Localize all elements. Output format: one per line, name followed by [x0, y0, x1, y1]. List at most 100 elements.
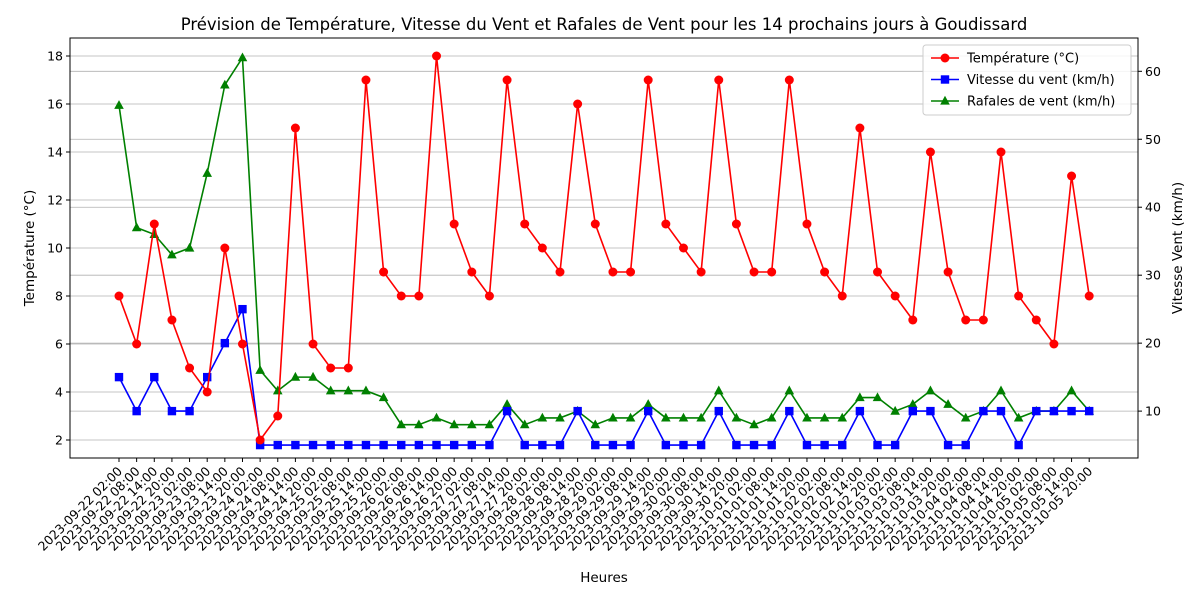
data-point: [326, 363, 336, 373]
right-y-axis: 10 20 30 40 50 60: [1138, 64, 1161, 419]
data-point: [943, 267, 953, 277]
y-tick-label: 10: [47, 241, 63, 256]
data-point: [940, 95, 950, 105]
series-line: [118, 55, 1090, 442]
x-axis-label: Heures: [580, 570, 628, 586]
data-point: [1085, 406, 1094, 416]
chart-title: Prévision de Température, Vitesse du Ven…: [181, 15, 1028, 34]
data-point: [308, 440, 318, 450]
data-point: [608, 440, 618, 450]
data-point: [943, 440, 953, 450]
data-point: [379, 267, 389, 277]
y-tick-label: 60: [1145, 64, 1161, 79]
data-point: [573, 99, 583, 109]
data-point: [767, 440, 776, 450]
data-point: [979, 406, 988, 416]
data-point: [273, 411, 283, 421]
data-point: [749, 267, 759, 277]
data-point: [131, 222, 142, 232]
data-point: [732, 440, 741, 450]
data-point: [661, 412, 671, 422]
data-point: [291, 440, 300, 450]
data-point: [167, 249, 177, 259]
data-point: [167, 315, 177, 325]
data-point: [943, 399, 953, 408]
data-point: [397, 440, 406, 450]
y-tick-label: 30: [1145, 268, 1161, 283]
y-tick-label: 16: [47, 97, 63, 112]
data-point: [626, 267, 636, 277]
data-point: [255, 365, 265, 374]
data-point: [220, 338, 230, 348]
data-point: [308, 339, 318, 349]
series-2: [114, 52, 1094, 429]
data-point: [1049, 406, 1059, 416]
data-point: [150, 372, 159, 382]
legend-label: Vitesse du vent (km/h): [967, 73, 1115, 88]
data-point: [449, 440, 459, 450]
data-point: [996, 147, 1006, 157]
data-point: [890, 291, 900, 301]
data-point: [766, 412, 777, 422]
data-point: [873, 267, 883, 277]
data-point: [837, 291, 847, 301]
data-point: [802, 219, 812, 229]
data-point: [608, 267, 618, 277]
data-point: [202, 168, 212, 177]
data-point: [114, 372, 124, 382]
data-point: [343, 363, 353, 373]
data-point: [237, 339, 247, 349]
data-point: [344, 440, 353, 450]
data-point: [925, 385, 936, 395]
data-point: [290, 123, 300, 133]
data-point: [326, 440, 335, 450]
data-point: [590, 419, 601, 429]
data-point: [149, 219, 159, 229]
data-point: [713, 385, 724, 395]
data-point: [432, 51, 442, 61]
data-point: [520, 440, 529, 450]
data-point: [1013, 412, 1024, 422]
data-point: [960, 412, 971, 422]
data-point: [379, 440, 388, 450]
data-point: [625, 412, 636, 422]
data-point: [132, 406, 141, 416]
data-point: [396, 291, 406, 301]
data-point: [643, 399, 653, 408]
data-point: [1014, 440, 1023, 450]
data-point: [255, 440, 265, 450]
data-point: [908, 406, 917, 416]
data-point: [185, 363, 195, 373]
data-point: [838, 440, 847, 450]
data-point: [573, 406, 582, 416]
data-point: [431, 412, 442, 422]
data-point: [449, 219, 459, 229]
data-point: [1084, 291, 1094, 301]
data-point: [467, 440, 476, 450]
data-point: [185, 406, 194, 416]
data-point: [220, 243, 230, 253]
data-point: [555, 412, 565, 422]
data-point: [785, 406, 794, 416]
data-point: [678, 412, 689, 422]
data-point: [996, 385, 1006, 395]
data-point: [961, 315, 971, 325]
y-tick-label: 20: [1145, 336, 1161, 351]
y-tick-label: 18: [47, 49, 63, 64]
data-point: [679, 440, 688, 450]
y-tick-label: 10: [1145, 404, 1161, 419]
data-point: [714, 75, 724, 85]
y-tick-label: 40: [1145, 200, 1161, 215]
y-tick-label: 14: [47, 145, 63, 160]
data-point: [855, 123, 865, 133]
data-point: [696, 440, 706, 450]
series-line: [118, 306, 1090, 447]
data-point: [484, 291, 494, 301]
data-point: [1032, 406, 1041, 416]
data-point: [908, 315, 918, 325]
data-point: [978, 315, 988, 325]
series-1: [114, 304, 1094, 450]
data-point: [502, 399, 512, 408]
